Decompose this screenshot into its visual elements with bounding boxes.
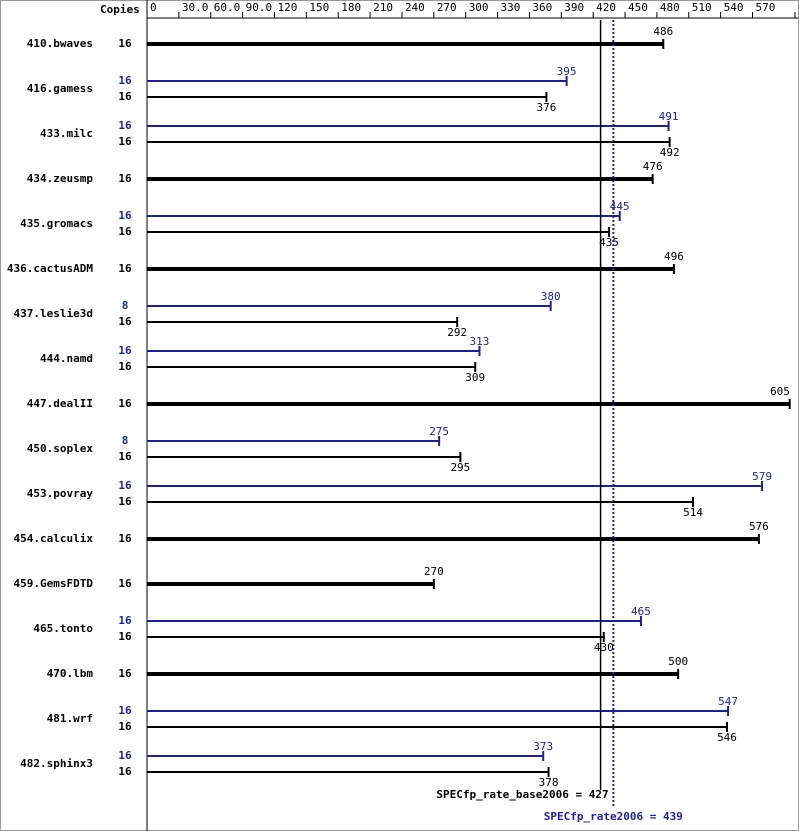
reference-label: SPECfp_rate_base2006 = 427 — [436, 788, 608, 801]
value-label: 380 — [541, 290, 561, 303]
value-label: 547 — [718, 695, 738, 708]
value-label: 514 — [683, 506, 703, 519]
copies: 16 — [118, 614, 132, 627]
benchmark-name: 482.sphinx3 — [20, 757, 93, 770]
benchmark-name: 481.wrf — [47, 712, 93, 725]
copies-header: Copies — [100, 3, 140, 16]
x-tick-label: 360 — [532, 1, 552, 14]
copies: 16 — [118, 172, 132, 185]
copies: 16 — [118, 209, 132, 222]
x-tick-label: 30.0 — [182, 1, 209, 14]
value-label: 376 — [536, 101, 556, 114]
x-tick-label: 210 — [373, 1, 393, 14]
benchmark-name: 450.soplex — [27, 442, 94, 455]
benchmark-name: 410.bwaves — [27, 37, 93, 50]
benchmark-name: 436.cactusADM — [7, 262, 93, 275]
value-label: 313 — [470, 335, 490, 348]
x-tick-label: 570 — [756, 1, 776, 14]
value-label: 275 — [429, 425, 449, 438]
value-label: 476 — [643, 160, 663, 173]
copies: 16 — [118, 765, 132, 778]
copies: 16 — [118, 74, 132, 87]
value-label: 292 — [447, 326, 467, 339]
x-tick-label: 0 — [150, 1, 157, 14]
x-tick-label: 480 — [660, 1, 680, 14]
benchmark-name: 453.povray — [27, 487, 94, 500]
benchmark-name: 454.calculix — [14, 532, 94, 545]
copies: 16 — [118, 630, 132, 643]
x-tick-label: 390 — [564, 1, 584, 14]
copies: 16 — [118, 262, 132, 275]
copies: 16 — [118, 225, 132, 238]
value-label: 496 — [664, 250, 684, 263]
copies: 16 — [118, 119, 132, 132]
x-tick-label: 450 — [628, 1, 648, 14]
benchmark-name: 444.namd — [40, 352, 93, 365]
copies: 16 — [118, 397, 132, 410]
x-tick-label: 420 — [596, 1, 616, 14]
copies: 16 — [118, 315, 132, 328]
benchmark-name: 433.milc — [40, 127, 93, 140]
copies: 16 — [118, 577, 132, 590]
x-tick-label: 90.0 — [246, 1, 273, 14]
copies: 8 — [122, 434, 129, 447]
value-label: 491 — [659, 110, 679, 123]
x-tick-label: 180 — [341, 1, 361, 14]
x-tick-label: 510 — [692, 1, 712, 14]
x-tick-label: 330 — [501, 1, 521, 14]
value-label: 395 — [557, 65, 577, 78]
copies: 16 — [118, 720, 132, 733]
value-label: 430 — [594, 641, 614, 654]
value-label: 373 — [533, 740, 553, 753]
x-tick-label: 270 — [437, 1, 457, 14]
copies: 16 — [118, 532, 132, 545]
value-label: 492 — [660, 146, 680, 159]
copies: 16 — [118, 667, 132, 680]
value-label: 295 — [450, 461, 470, 474]
value-label: 378 — [539, 776, 559, 789]
x-tick-label: 120 — [277, 1, 297, 14]
copies: 16 — [118, 495, 132, 508]
x-tick-label: 540 — [724, 1, 744, 14]
copies: 8 — [122, 299, 129, 312]
value-label: 445 — [610, 200, 630, 213]
copies: 16 — [118, 135, 132, 148]
value-label: 500 — [668, 655, 688, 668]
benchmark-name: 465.tonto — [33, 622, 93, 635]
benchmark-name: 447.dealII — [27, 397, 93, 410]
x-tick-label: 150 — [309, 1, 329, 14]
value-label: 576 — [749, 520, 769, 533]
value-label: 435 — [599, 236, 619, 249]
value-label: 309 — [465, 371, 485, 384]
copies: 16 — [118, 90, 132, 103]
benchmark-name: 470.lbm — [47, 667, 94, 680]
copies: 16 — [118, 704, 132, 717]
x-tick-label: 300 — [469, 1, 489, 14]
benchmark-name: 459.GemsFDTD — [14, 577, 94, 590]
value-label: 546 — [717, 731, 737, 744]
copies: 16 — [118, 479, 132, 492]
value-label: 579 — [752, 470, 772, 483]
copies: 16 — [118, 37, 132, 50]
x-tick-label: 60.0 — [214, 1, 241, 14]
copies: 16 — [118, 749, 132, 762]
copies: 16 — [118, 450, 132, 463]
value-label: 270 — [424, 565, 444, 578]
value-label: 465 — [631, 605, 651, 618]
copies: 16 — [118, 360, 132, 373]
value-label: 486 — [653, 25, 673, 38]
reference-label: SPECfp_rate2006 = 439 — [544, 810, 683, 823]
benchmark-name: 435.gromacs — [20, 217, 93, 230]
benchmark-name: 437.leslie3d — [14, 307, 93, 320]
benchmark-name: 434.zeusmp — [27, 172, 94, 185]
value-label: 605 — [770, 385, 790, 398]
copies: 16 — [118, 344, 132, 357]
benchmark-name: 416.gamess — [27, 82, 93, 95]
x-tick-label: 240 — [405, 1, 425, 14]
